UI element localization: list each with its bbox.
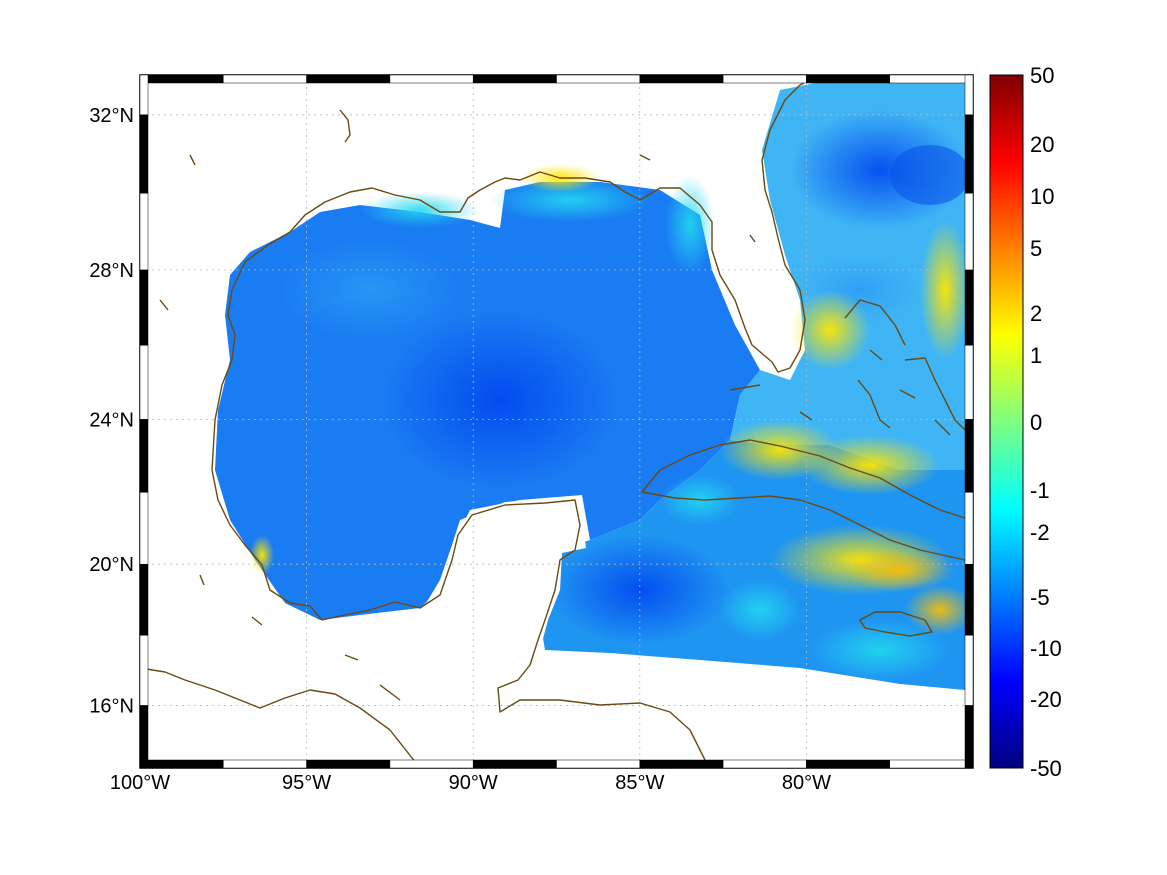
- lat-axis-labels: 32°N 28°N 24°N 20°N 16°N: [89, 105, 134, 718]
- frame-segment: [139, 419, 149, 493]
- frame-segment: [139, 563, 149, 636]
- frame-segment: [964, 634, 974, 706]
- frame-segment: [806, 74, 890, 84]
- frame-segment: [139, 269, 149, 346]
- frame-segment: [722, 759, 807, 769]
- frame-segment: [223, 74, 307, 84]
- lat-tick-label: 20°N: [89, 554, 134, 576]
- frame-segment: [806, 759, 890, 769]
- lat-tick-label: 28°N: [89, 260, 134, 282]
- colorbar-label: -5: [1030, 585, 1050, 610]
- frame-segment: [139, 345, 149, 420]
- yucatan-land: [425, 497, 586, 665]
- frame-segment: [306, 74, 391, 84]
- frame-segment: [964, 192, 974, 271]
- frame-segment: [389, 74, 474, 84]
- colorbar-label: 1: [1030, 343, 1042, 368]
- lon-tick-label: 85°W: [615, 772, 664, 794]
- frame-segment: [139, 114, 149, 194]
- colorbar: [989, 74, 1024, 769]
- colorbar-label: -50: [1030, 756, 1062, 781]
- colorbar-label: -1: [1030, 478, 1050, 503]
- frame-segment: [139, 492, 149, 565]
- us-gulf-coast: [211, 74, 821, 471]
- frame-segment: [722, 74, 807, 84]
- lon-tick-label: 95°W: [282, 772, 331, 794]
- frame-segment: [964, 563, 974, 636]
- frame-segment: [223, 759, 307, 769]
- lon-tick-label: 80°W: [782, 772, 831, 794]
- colorbar-label: 2: [1030, 301, 1042, 326]
- frame-segment: [639, 74, 724, 84]
- frame-segment: [472, 74, 557, 84]
- frame-segment: [306, 759, 391, 769]
- bahamas-coast: [844, 299, 966, 436]
- mexico-gulf-coast: [211, 469, 706, 761]
- lon-axis-labels: 100°W 95°W 90°W 85°W 80°W: [110, 772, 831, 794]
- frame-segment: [964, 114, 974, 194]
- colorbar-label: 10: [1030, 184, 1054, 209]
- lon-tick-label: 90°W: [449, 772, 498, 794]
- frame-ticks: [139, 74, 974, 769]
- frame-segment: [964, 74, 974, 116]
- frame-segment: [964, 492, 974, 565]
- jamaica-coast: [859, 611, 933, 637]
- frame-segment: [389, 759, 474, 769]
- frame-segment: [964, 705, 974, 769]
- colorbar-label: 0: [1030, 410, 1042, 435]
- colorbar-label: -2: [1030, 520, 1050, 545]
- frame-segment: [964, 269, 974, 346]
- colorbar-label: 5: [1030, 236, 1042, 261]
- frame-segment: [472, 759, 557, 769]
- colorbar-label: -10: [1030, 636, 1062, 661]
- colorbar-label: -20: [1030, 687, 1062, 712]
- frame-segment: [139, 705, 149, 769]
- lat-tick-label: 32°N: [89, 105, 134, 127]
- frame-segment: [139, 634, 149, 706]
- lat-tick-label: 16°N: [89, 695, 134, 717]
- frame-segment: [639, 759, 724, 769]
- frame-segment: [139, 74, 149, 116]
- frame-segment: [139, 192, 149, 271]
- frame-segment: [964, 419, 974, 493]
- frame-segment: [556, 759, 641, 769]
- frame-segment: [889, 759, 974, 769]
- coastlines: [139, 74, 966, 769]
- colorbar-label: 20: [1030, 132, 1054, 157]
- lon-tick-label: 100°W: [110, 772, 170, 794]
- lat-tick-label: 24°N: [89, 409, 134, 431]
- frame-segment: [964, 345, 974, 420]
- frame-segment: [139, 759, 224, 769]
- frame-segment: [139, 74, 224, 84]
- cuba-coast: [641, 439, 966, 561]
- frame-segment: [889, 74, 974, 84]
- data-field: [215, 83, 973, 690]
- pacific-coast: [139, 667, 421, 769]
- frame-segment: [556, 74, 641, 84]
- islands: [159, 109, 813, 701]
- colorbar-label: 50: [1030, 63, 1054, 88]
